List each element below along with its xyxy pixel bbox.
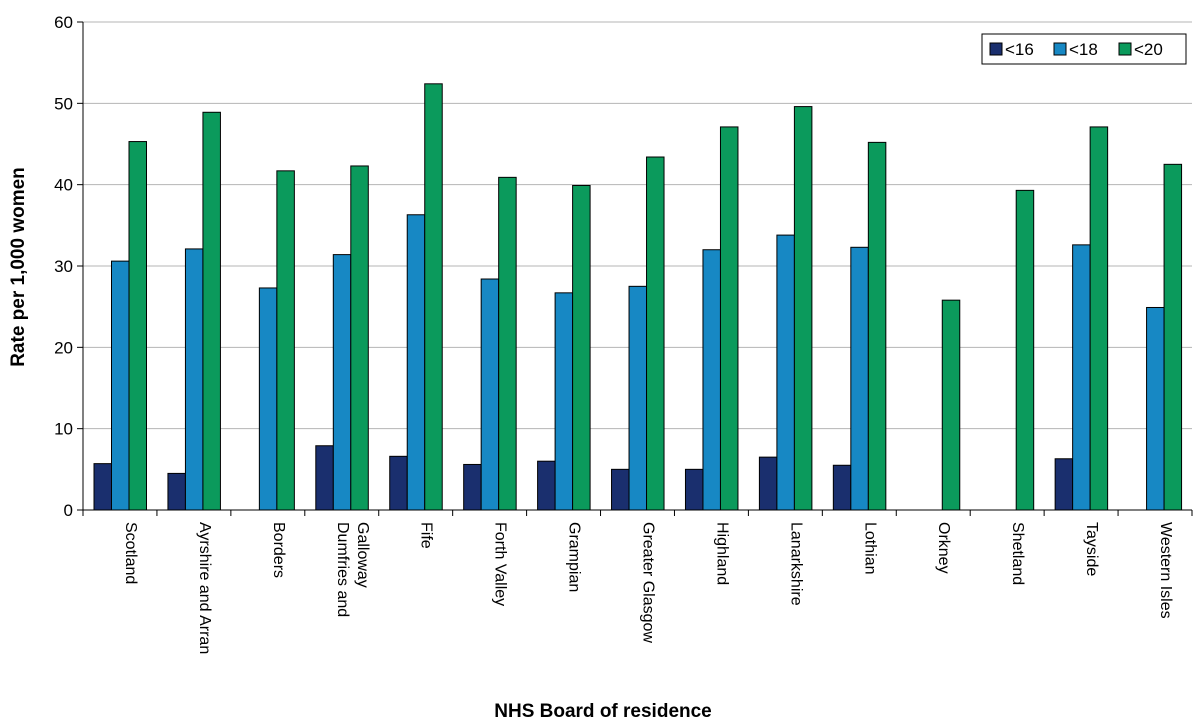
x-category-label: Greater Glasgow [640, 522, 657, 643]
bar-<20-Tayside [1089, 126, 1109, 511]
x-category-label: Fife [418, 522, 435, 549]
bar-<16-Grampian [537, 460, 556, 511]
bar-<18-Tayside [1072, 244, 1091, 511]
legend: <16 <18 <20 [981, 33, 1187, 65]
legend-label: <18 [1069, 40, 1098, 59]
bar-<18-Lanarkshire [776, 234, 795, 511]
bar-<16-Scotland [93, 463, 112, 511]
bar-<18-Lothian [850, 246, 869, 511]
y-tick-label: 20 [54, 338, 73, 357]
bar-<20-Scotland [128, 141, 147, 511]
y-tick-label: 30 [54, 257, 73, 276]
bar-<20-Western Isles [1163, 163, 1183, 511]
x-axis-title: NHS Board of residence [494, 701, 712, 720]
x-category-label: Forth Valley [492, 522, 509, 606]
bar-<18-Western Isles [1146, 306, 1165, 511]
bar-<20-Dumfries and Galloway [350, 165, 369, 511]
bar-<18-Fife [406, 214, 426, 511]
y-axis-title: Rate per 1,000 women [8, 167, 29, 367]
legend-label: <20 [1134, 40, 1163, 59]
legend-swatch-<18 [1053, 42, 1067, 56]
bar-<18-Highland [702, 249, 721, 511]
bar-<16-Highland [684, 468, 704, 511]
bar-<18-Grampian [554, 292, 574, 511]
x-category-label: Highland [713, 522, 730, 585]
bar-<16-Ayrshire and Arran [167, 472, 186, 511]
bar-<20-Lanarkshire [793, 106, 813, 511]
bar-<20-Lothian [867, 141, 887, 511]
bar-<16-Dumfries and Galloway [315, 445, 334, 511]
bar-<20-Highland [719, 126, 739, 511]
x-category-label: Lanarkshire [787, 522, 804, 606]
bar-<16-Greater Glasgow [611, 468, 630, 511]
x-category-label: Scotland [122, 522, 139, 584]
bar-<20-Fife [424, 83, 443, 511]
y-tick-label: 60 [54, 13, 73, 32]
y-tick-label: 40 [54, 176, 73, 195]
x-category-label: Galloway [354, 522, 371, 588]
y-tick-labels: 0 10 20 30 40 50 60 [54, 13, 83, 520]
bar-<16-Lanarkshire [758, 456, 778, 511]
bar-<20-Greater Glasgow [646, 156, 665, 511]
x-category-labels: Scotland Ayrshire and Arran Borders Dumfrie… [122, 522, 1174, 654]
y-tick-label: 10 [54, 420, 73, 439]
bar-<20-Shetland [1015, 189, 1035, 511]
bar-<20-Grampian [572, 184, 591, 511]
x-category-label: Borders [270, 522, 287, 578]
x-category-label: Western Isles [1157, 522, 1174, 619]
bar-<18-Borders [258, 287, 278, 511]
bar-<18-Greater Glasgow [628, 285, 648, 511]
bar-<20-Orkney [941, 299, 961, 511]
x-category-label: Lothian [861, 522, 878, 575]
bar-<20-Borders [276, 170, 295, 511]
bars [93, 83, 1183, 511]
bar-<16-Forth Valley [463, 463, 482, 511]
bar-<16-Lothian [832, 464, 852, 511]
legend-swatch-<16 [989, 42, 1003, 56]
x-category-label: Grampian [566, 522, 583, 592]
bar-<18-Scotland [111, 260, 130, 511]
x-category-label: Ayrshire and Arran [196, 522, 213, 654]
legend-swatch-<20 [1118, 42, 1132, 56]
y-tick-label: 50 [54, 94, 73, 113]
bar-<18-Forth Valley [480, 278, 500, 511]
x-category-label: Dumfries and [334, 522, 351, 617]
x-category-label: Tayside [1083, 522, 1100, 576]
x-category-label: Orkney [935, 522, 952, 574]
bar-<18-Ayrshire and Arran [184, 248, 204, 511]
x-category-label: Shetland [1009, 522, 1026, 585]
bar-<16-Fife [389, 455, 408, 511]
legend-label: <16 [1005, 40, 1034, 59]
bar-<20-Ayrshire and Arran [202, 111, 221, 511]
bar-<18-Dumfries and Galloway [332, 254, 352, 511]
bar-<20-Forth Valley [498, 176, 517, 511]
legend-box [981, 33, 1187, 65]
bar-<16-Tayside [1054, 458, 1074, 511]
y-tick-label: 0 [64, 501, 73, 520]
